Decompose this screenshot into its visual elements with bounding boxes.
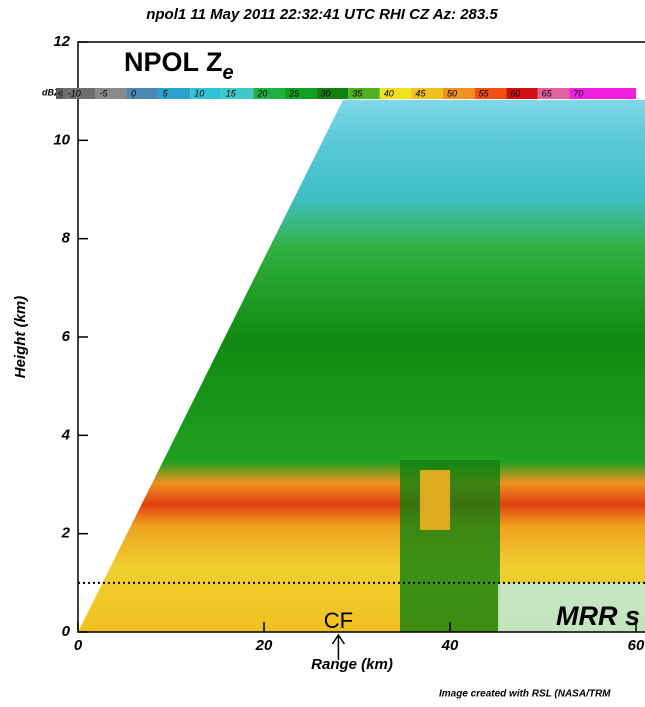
y-axis-label: Height (km) [12,296,29,379]
chart-title: npol1 11 May 2011 22:32:41 UTC RHI CZ Az… [146,6,498,23]
colorbar-segment [379,88,412,99]
y-tick-label: 6 [62,328,71,345]
mrr-box [498,583,645,632]
colorbar-segment [537,88,570,99]
colorbar-tick-label: 65 [542,88,553,98]
x-tick-label: 20 [255,637,273,654]
reflectivity-area [78,100,645,632]
colorbar-tick-label: 70 [573,88,583,98]
colorbar-segment [127,88,159,99]
colorbar-segment [95,88,127,99]
colorbar-tick-label: -5 [99,88,108,98]
colorbar-segment [253,88,285,99]
colorbar-tick-label: 40 [384,88,394,98]
colorbar-tick-label: 10 [194,88,204,98]
radar-field [78,100,645,632]
colorbar-tick-label: 15 [226,88,237,98]
y-tick-label: 12 [53,33,70,50]
x-tick-label: 0 [74,637,83,654]
reflectivity-area [420,470,450,530]
colorbar-tick-label: 50 [447,88,457,98]
colorbar-tick-label: 20 [256,88,267,98]
colorbar-segment [569,88,636,99]
colorbar-tick-label: 25 [288,88,300,98]
y-tick-label: 0 [62,623,71,640]
y-tick-label: 10 [53,131,70,148]
colorbar-segment [474,88,507,99]
colorbar-tick-label: 5 [163,88,169,98]
colorbar-segment [56,88,64,99]
colorbar-tick-label: 0 [131,88,136,98]
colorbar-segment [506,88,538,99]
colorbar-tick-label: 30 [321,88,331,98]
colorbar-label: dBZ [42,87,60,97]
colorbar-segment [411,88,443,99]
y-tick-label: 4 [61,426,71,443]
y-tick-label: 2 [61,525,71,542]
colorbar-segment [285,88,317,99]
colorbar-segment [348,88,380,99]
colorbar-segment [443,88,475,99]
colorbar-tick-label: 60 [510,88,520,98]
colorbar-segment [158,88,191,99]
x-tick-label: 40 [441,637,459,654]
x-axis-label: Range (km) [311,656,393,673]
front-arrowhead [331,633,346,645]
colorbar-tick-label: -10 [68,88,81,98]
y-tick-label: 8 [62,230,71,247]
panel-label: NPOL Ze [124,47,234,84]
colorbar-segment [221,88,254,99]
front-label: CF [324,608,353,633]
mrr-label: MRR s [556,601,640,631]
colorbar-tick-label: 35 [352,88,363,98]
colorbar-segment [190,88,222,99]
colorbar-segment [316,88,349,99]
footer: Image created with RSL (NASA/TRM [439,689,611,700]
panel-label-subscript: e [223,62,234,84]
x-tick-label: 60 [628,637,645,654]
panel-label-text: NPOL Z [124,47,223,77]
colorbar-tick-label: 55 [479,88,490,98]
colorbar-segment [63,88,96,99]
colorbar-tick-label: 45 [415,88,426,98]
